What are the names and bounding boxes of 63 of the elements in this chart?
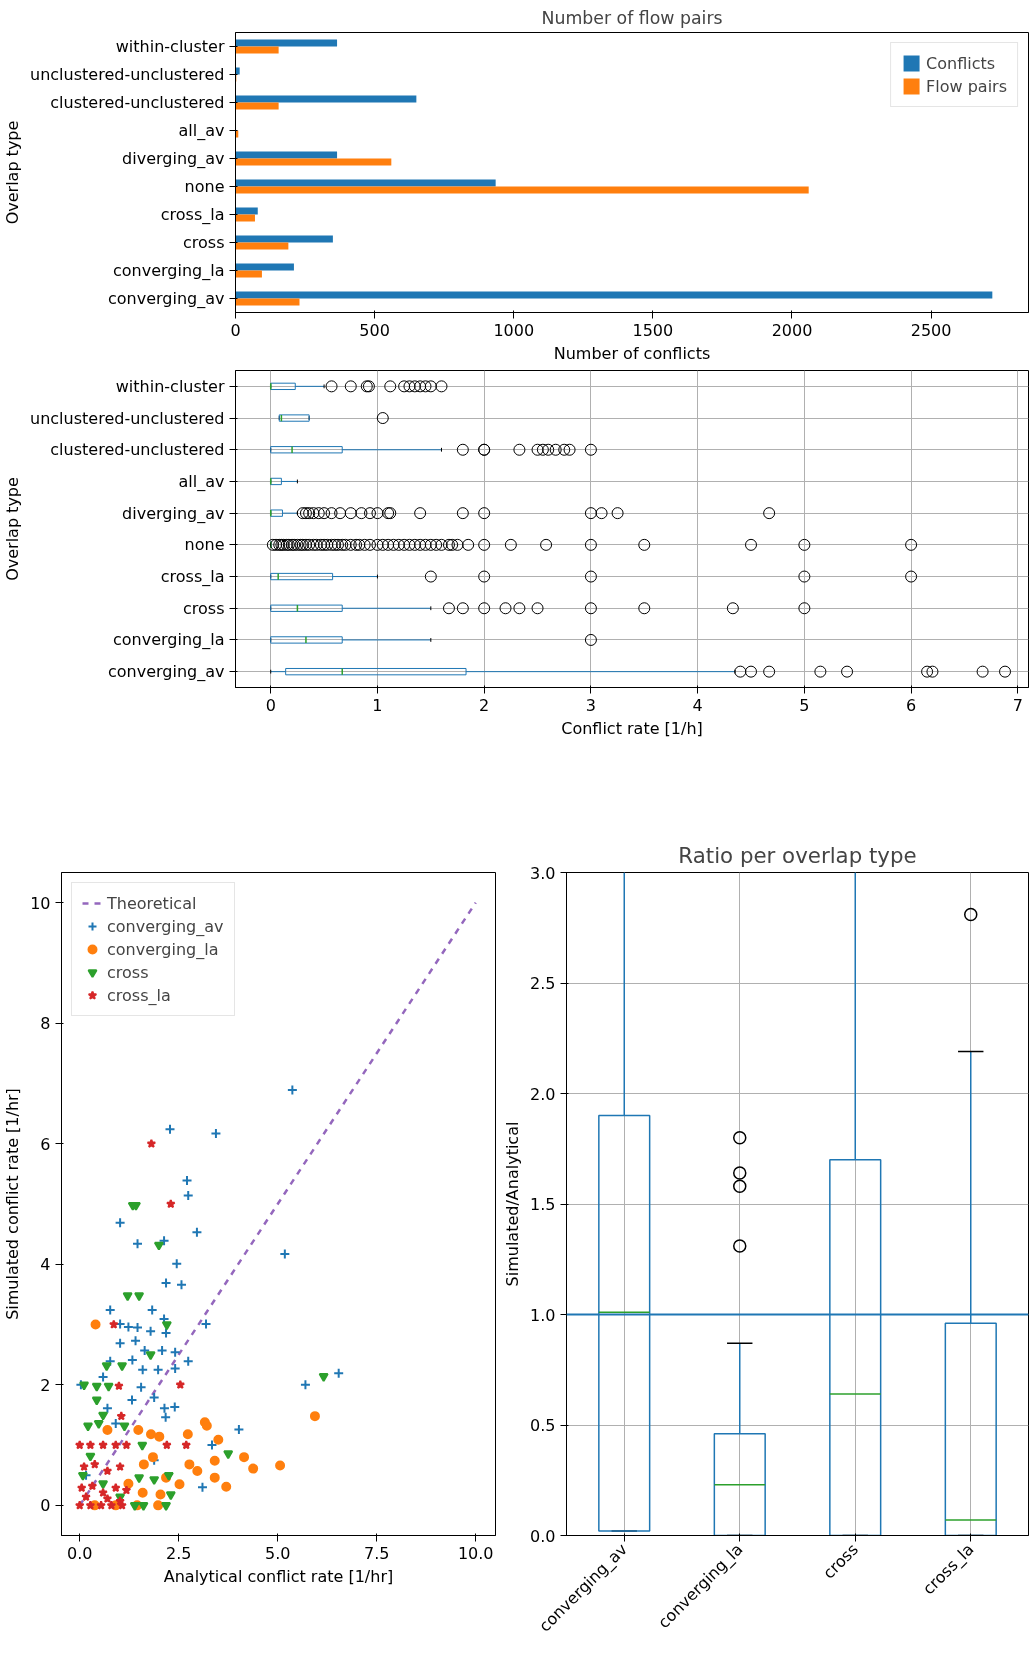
y-tick-label: 2.0 bbox=[530, 1084, 556, 1104]
y-tick-label: cross_la bbox=[160, 567, 225, 588]
y-tick-label: converging_av bbox=[107, 289, 225, 309]
y-tick-label: all_av bbox=[178, 471, 225, 492]
y-tick-label: within-cluster bbox=[115, 37, 225, 56]
y-tick-label: cross bbox=[183, 598, 225, 618]
y-axis-title: Simulated/Analytical bbox=[503, 1121, 523, 1287]
x-tick-label: 500 bbox=[359, 320, 390, 340]
y-tick-label: within-cluster bbox=[115, 376, 225, 396]
x-tick-label: 1 bbox=[372, 695, 383, 715]
y-tick-label: 2 bbox=[40, 1375, 51, 1395]
y-tick-label: none bbox=[184, 535, 225, 555]
chart-title: Ratio per overlap type bbox=[678, 842, 917, 868]
x-tick-label: 0 bbox=[230, 320, 241, 340]
x-tick-label: 1000 bbox=[493, 320, 535, 340]
x-tick-label: 5 bbox=[799, 695, 810, 715]
y-axis-title: Simulated conflict rate [1/hr] bbox=[3, 1088, 23, 1320]
chart-title: Number of flow pairs bbox=[541, 7, 723, 28]
x-tick-label: 0 bbox=[265, 695, 276, 715]
legend-label: Theoretical bbox=[107, 893, 197, 913]
x-tick-label: 7.5 bbox=[363, 1543, 390, 1563]
y-tick-label: diverging_av bbox=[122, 149, 225, 169]
y-tick-label: 0 bbox=[40, 1496, 51, 1516]
x-tick-label: 7 bbox=[1012, 695, 1023, 715]
y-tick-label: 10 bbox=[30, 893, 51, 913]
y-tick-label: clustered-unclustered bbox=[50, 440, 225, 460]
y-tick-label: unclustered-unclustered bbox=[30, 408, 225, 428]
y-tick-label: 6 bbox=[40, 1134, 51, 1154]
x-axis-title: Number of conflicts bbox=[553, 343, 711, 363]
y-tick-label: none bbox=[184, 177, 225, 196]
x-tick-label: 5.0 bbox=[264, 1543, 291, 1563]
x-tick-label: 2500 bbox=[910, 320, 952, 340]
x-axis-title: Analytical conflict rate [1/hr] bbox=[163, 1566, 394, 1586]
y-tick-label: converging_av bbox=[107, 662, 225, 683]
y-tick-label: cross bbox=[183, 233, 225, 252]
y-tick-label: all_av bbox=[178, 121, 225, 141]
legend-label: Conflicts bbox=[926, 53, 996, 73]
y-tick-label: converging_la bbox=[113, 630, 225, 651]
legend-label: Flow pairs bbox=[926, 76, 1007, 96]
x-axis-title: Conflict rate [1/h] bbox=[561, 718, 703, 738]
y-tick-label: 2.5 bbox=[530, 974, 556, 993]
y-tick-label: 3.0 bbox=[530, 863, 556, 883]
y-axis-title: Overlap type bbox=[3, 477, 23, 581]
x-tick-label: 2000 bbox=[771, 320, 813, 340]
y-tick-label: 1.0 bbox=[530, 1305, 556, 1325]
y-axis-title: Overlap type bbox=[3, 120, 23, 225]
x-tick-label: 4 bbox=[692, 695, 703, 715]
y-tick-label: 0.0 bbox=[530, 1526, 556, 1546]
y-tick-label: 4 bbox=[40, 1255, 51, 1275]
y-tick-label: unclustered-unclustered bbox=[30, 65, 225, 84]
y-tick-label: 0.5 bbox=[530, 1416, 556, 1435]
x-tick-label: 2 bbox=[479, 695, 490, 715]
x-tick-label: 3 bbox=[585, 695, 597, 715]
y-tick-label: clustered-unclustered bbox=[50, 93, 225, 112]
y-tick-label: cross_la bbox=[160, 205, 225, 225]
x-tick-label: 6 bbox=[906, 695, 917, 715]
y-tick-label: diverging_av bbox=[122, 503, 225, 524]
x-tick-label: 10.0 bbox=[457, 1543, 494, 1563]
x-tick-label: 1500 bbox=[632, 320, 674, 340]
y-tick-label: 1.5 bbox=[530, 1195, 556, 1214]
y-tick-label: 8 bbox=[40, 1014, 51, 1034]
y-tick-label: converging_la bbox=[113, 261, 225, 281]
x-tick-label: 0.0 bbox=[66, 1543, 93, 1563]
